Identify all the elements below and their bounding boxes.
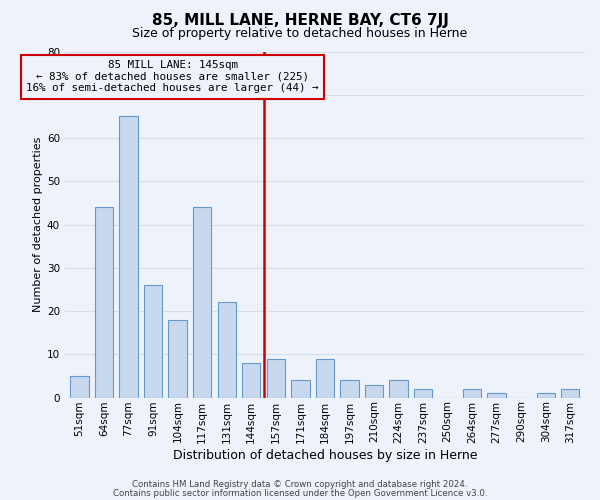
Bar	[95, 208, 113, 398]
Text: Contains public sector information licensed under the Open Government Licence v3: Contains public sector information licen…	[113, 488, 487, 498]
Text: Size of property relative to detached houses in Herne: Size of property relative to detached ho…	[133, 28, 467, 40]
Bar	[193, 208, 211, 398]
Text: Contains HM Land Registry data © Crown copyright and database right 2024.: Contains HM Land Registry data © Crown c…	[132, 480, 468, 489]
Text: 85, MILL LANE, HERNE BAY, CT6 7JJ: 85, MILL LANE, HERNE BAY, CT6 7JJ	[152, 12, 448, 28]
Bar	[70, 376, 89, 398]
Y-axis label: Number of detached properties: Number of detached properties	[32, 137, 43, 312]
Bar	[340, 380, 359, 398]
Bar	[242, 363, 260, 398]
Bar	[144, 285, 162, 398]
Bar	[365, 384, 383, 398]
Bar	[218, 302, 236, 398]
X-axis label: Distribution of detached houses by size in Herne: Distribution of detached houses by size …	[173, 450, 477, 462]
Text: 85 MILL LANE: 145sqm
← 83% of detached houses are smaller (225)
16% of semi-deta: 85 MILL LANE: 145sqm ← 83% of detached h…	[26, 60, 319, 94]
Bar	[487, 394, 506, 398]
Bar	[561, 389, 580, 398]
Bar	[169, 320, 187, 398]
Bar	[389, 380, 407, 398]
Bar	[291, 380, 310, 398]
Bar	[316, 358, 334, 398]
Bar	[536, 394, 555, 398]
Bar	[266, 358, 285, 398]
Bar	[414, 389, 432, 398]
Bar	[463, 389, 481, 398]
Bar	[119, 116, 138, 398]
